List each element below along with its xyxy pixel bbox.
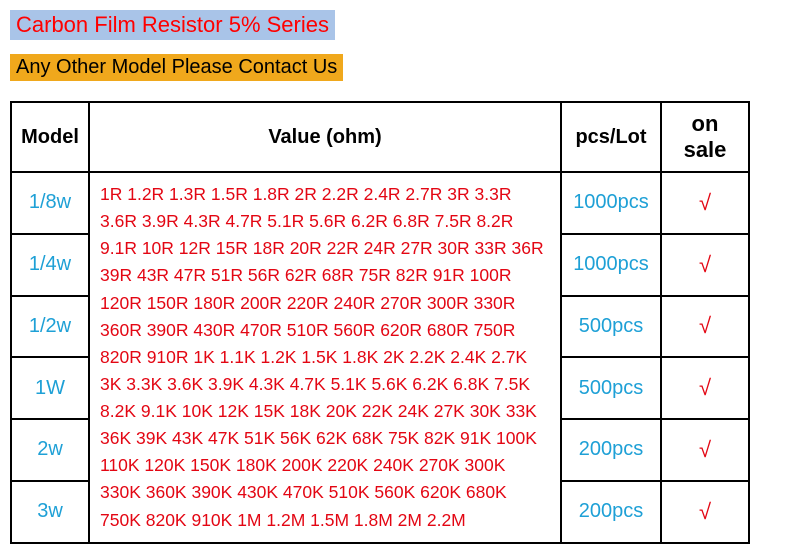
header-value: Value (ohm) (89, 102, 561, 172)
header-pcs: pcs/Lot (561, 102, 661, 172)
cell-pcs: 1000pcs (561, 172, 661, 234)
cell-model: 3w (11, 481, 89, 543)
cell-on-sale: √ (661, 296, 749, 358)
cell-model: 2w (11, 419, 89, 481)
cell-model: 1/8w (11, 172, 89, 234)
page-title: Carbon Film Resistor 5% Series (10, 10, 335, 40)
cell-value-list: 1R 1.2R 1.3R 1.5R 1.8R 2R 2.2R 2.4R 2.7R… (89, 172, 561, 543)
cell-model: 1W (11, 357, 89, 419)
cell-on-sale: √ (661, 357, 749, 419)
cell-model: 1/4w (11, 234, 89, 296)
cell-pcs: 500pcs (561, 357, 661, 419)
cell-on-sale: √ (661, 172, 749, 234)
table-header-row: Model Value (ohm) pcs/Lot on sale (11, 102, 749, 172)
table-row: 1/8w1R 1.2R 1.3R 1.5R 1.8R 2R 2.2R 2.4R … (11, 172, 749, 234)
cell-on-sale: √ (661, 481, 749, 543)
page-subtitle: Any Other Model Please Contact Us (10, 54, 343, 81)
cell-on-sale: √ (661, 419, 749, 481)
cell-pcs: 1000pcs (561, 234, 661, 296)
header-model: Model (11, 102, 89, 172)
cell-pcs: 200pcs (561, 419, 661, 481)
cell-pcs: 200pcs (561, 481, 661, 543)
header-sale: on sale (661, 102, 749, 172)
cell-on-sale: √ (661, 234, 749, 296)
cell-model: 1/2w (11, 296, 89, 358)
cell-pcs: 500pcs (561, 296, 661, 358)
resistor-table: Model Value (ohm) pcs/Lot on sale 1/8w1R… (10, 101, 750, 544)
